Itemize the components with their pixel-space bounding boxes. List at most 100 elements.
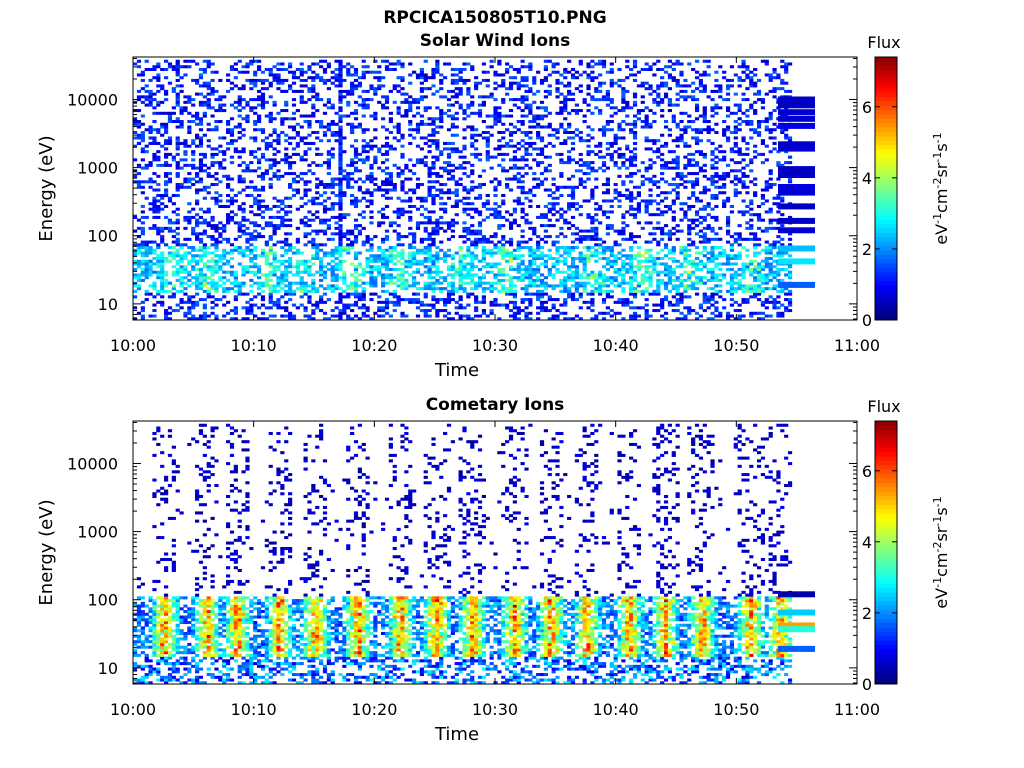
flux-cell xyxy=(338,199,343,203)
flux-cell xyxy=(167,177,173,181)
flux-cell xyxy=(625,224,630,228)
flux-cell xyxy=(136,172,142,176)
flux-cell xyxy=(574,133,579,137)
flux-cell xyxy=(408,218,413,222)
flux-cell xyxy=(555,256,560,261)
flux-cell xyxy=(384,196,390,200)
flux-cell xyxy=(427,248,432,252)
flux-cell xyxy=(361,76,366,80)
flux-cell xyxy=(307,169,312,173)
flux-cell xyxy=(148,98,153,102)
flux-cell xyxy=(249,161,254,165)
flux-cell xyxy=(276,281,281,285)
flux-cell xyxy=(408,106,413,110)
flux-cell xyxy=(152,202,157,206)
flux-cell xyxy=(222,237,227,241)
flux-cell xyxy=(477,111,483,115)
flux-cell xyxy=(667,237,672,241)
flux-cell xyxy=(663,270,669,274)
flux-cell xyxy=(237,155,242,159)
flux-cell xyxy=(415,314,421,318)
flux-cell xyxy=(226,174,231,178)
flux-cell xyxy=(477,103,483,107)
flux-cell xyxy=(466,114,471,118)
flux-cell xyxy=(264,224,269,228)
flux-cell xyxy=(369,259,374,263)
flux-cell xyxy=(462,188,467,192)
flux-cell xyxy=(214,125,219,129)
flux-cell xyxy=(625,144,630,148)
flux-cell xyxy=(508,81,514,85)
flux-cell xyxy=(454,270,459,274)
flux-cell xyxy=(280,215,285,219)
flux-cell xyxy=(319,152,324,156)
flux-cell xyxy=(663,311,669,315)
flux-cell xyxy=(497,267,502,271)
flux-cell xyxy=(652,226,657,230)
flux-cell xyxy=(408,265,413,269)
flux-cell xyxy=(299,262,304,266)
flux-cell xyxy=(260,177,266,181)
flux-cell xyxy=(164,281,169,285)
flux-cell xyxy=(671,210,676,214)
flux-cell xyxy=(501,202,506,206)
flux-cell xyxy=(350,229,355,233)
flux-cell xyxy=(140,70,145,74)
flux-cell xyxy=(191,78,196,82)
flux-cell xyxy=(481,311,486,315)
flux-cell xyxy=(652,256,657,261)
flux-cell xyxy=(539,215,545,219)
flux-cell xyxy=(381,262,386,266)
flux-cell xyxy=(404,210,409,214)
flux-cell xyxy=(144,98,149,102)
flux-cell xyxy=(384,67,390,71)
flux-cell xyxy=(175,270,180,274)
flux-cell xyxy=(427,122,432,126)
flux-cell xyxy=(175,163,180,167)
flux-cell xyxy=(268,292,273,296)
flux-cell xyxy=(311,273,316,277)
flux-cell xyxy=(160,87,165,91)
flux-cell xyxy=(559,193,564,198)
flux-cell xyxy=(342,248,347,252)
flux-cell xyxy=(202,298,207,302)
flux-cell xyxy=(183,237,188,241)
flux-cell xyxy=(322,265,328,269)
flux-cell xyxy=(396,172,401,176)
flux-cell xyxy=(388,180,393,184)
flux-cell xyxy=(508,114,514,118)
flux-cell xyxy=(245,103,250,107)
flux-cell xyxy=(644,251,649,255)
flux-cell xyxy=(167,62,173,66)
flux-cell xyxy=(532,251,537,255)
flux-cell xyxy=(276,224,281,228)
flux-cell xyxy=(516,120,521,124)
flux-cell xyxy=(431,180,436,184)
flux-cell xyxy=(663,81,669,85)
flux-cell xyxy=(427,166,432,170)
flux-cell xyxy=(299,177,304,181)
flux-cell xyxy=(578,229,583,233)
flux-cell xyxy=(288,311,293,315)
flux-cell xyxy=(272,161,277,165)
flux-cell xyxy=(260,95,266,99)
flux-cell xyxy=(144,84,149,88)
flux-cell xyxy=(346,122,351,126)
flux-cell xyxy=(621,87,626,91)
flux-cell xyxy=(621,163,626,167)
flux-cell xyxy=(191,256,196,261)
flux-cell xyxy=(629,306,634,310)
flux-cell xyxy=(140,259,145,263)
flux-cell xyxy=(233,76,238,80)
flux-cell xyxy=(532,248,537,252)
flux-cell xyxy=(202,314,207,318)
flux-cell xyxy=(384,306,390,310)
flux-cell xyxy=(485,150,490,154)
flux-cell xyxy=(334,73,339,77)
flux-cell xyxy=(543,235,548,239)
flux-cell xyxy=(175,303,180,307)
flux-cell xyxy=(419,122,424,126)
flux-cell xyxy=(458,281,463,285)
flux-cell xyxy=(152,136,157,140)
flux-cell xyxy=(528,89,533,93)
